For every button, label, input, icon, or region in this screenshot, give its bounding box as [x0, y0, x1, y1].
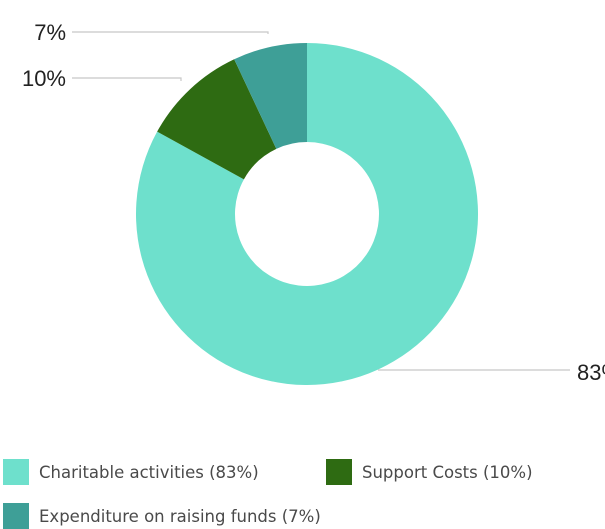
slice-charitable-activities: [135, 43, 478, 385]
donut-slices: [135, 43, 478, 385]
slice-support-costs: [157, 59, 277, 180]
slice-expenditure-on-raising-funds: [234, 43, 307, 149]
data-label-support-costs: 10%: [22, 66, 66, 91]
leader-line-expenditure-on-raising-funds: [72, 31, 269, 34]
data-labels: 83% 10% 7%: [22, 20, 605, 385]
leader-lines: [72, 31, 570, 371]
leader-line-support-costs: [72, 77, 182, 81]
data-label-expenditure-on-raising-funds: 7%: [34, 20, 66, 45]
data-label-charitable-activities: 83%: [577, 360, 605, 385]
